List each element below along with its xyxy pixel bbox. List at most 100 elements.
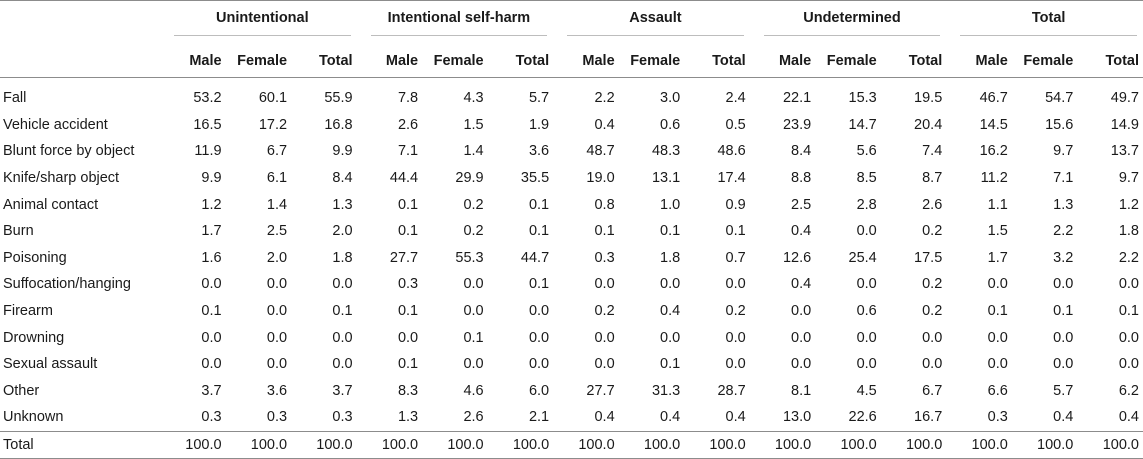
table-cell: 31.3 (651, 382, 681, 399)
header-corner (0, 44, 161, 78)
table-cell: 8.1 (791, 382, 812, 399)
subheader-female: Female (225, 44, 292, 78)
table-cell: 0.0 (1118, 329, 1139, 346)
table-cell: 2.5 (266, 223, 288, 240)
table-cell: 25.4 (848, 249, 877, 266)
table-cell: 29.9 (455, 170, 484, 187)
table-cell: 0.1 (660, 223, 681, 240)
table-cell: 0.0 (660, 276, 681, 293)
table-cell: 0.0 (922, 356, 943, 373)
table-cell: 1.7 (201, 223, 222, 240)
table-cell: 16.7 (914, 409, 943, 426)
row-label: Firearm (3, 303, 53, 320)
table-cell: 0.4 (594, 116, 615, 133)
table-cell: 0.0 (987, 276, 1008, 293)
table-row: Firearm 0.1 0.0 0.1 0.1 0.0 0.0 0.2 0.4 0.2 0.0 0.6… (0, 298, 1143, 325)
table-row: Blunt force by object 11.9 6.7 9.9 7.1 1.4 3.6… (0, 138, 1143, 165)
table-cell: 14.7 (848, 116, 877, 133)
group-header: Undetermined (750, 1, 947, 45)
table-cell: 6.0 (528, 382, 550, 399)
table-row: Drowning 0.0 0.0 0.0 0.0 0.1 0.0 0.0 0.0 0.0 0.0 0.… (0, 324, 1143, 351)
subheader-male: Male (356, 44, 423, 78)
table-cell: 3.6 (528, 143, 550, 160)
table-cell: 7.4 (922, 143, 943, 160)
spacer-row (0, 78, 1143, 86)
table-cell: 100.0 (225, 430, 292, 459)
table-cell: 100.0 (1077, 430, 1143, 459)
table-cell: 27.7 (586, 382, 615, 399)
table-cell: 0.0 (922, 329, 943, 346)
table-cell: 0.9 (725, 196, 746, 213)
table-cell: 1.8 (1118, 223, 1139, 240)
table-cell: 0.4 (660, 409, 681, 426)
table-cell: 7.1 (397, 143, 419, 160)
table-cell: 6.7 (922, 382, 943, 399)
table-cell: 100.0 (684, 430, 750, 459)
table-cell: 2.6 (463, 409, 484, 426)
table-cell: 1.5 (987, 223, 1008, 240)
group-header: Assault (553, 1, 750, 45)
table-cell: 8.3 (397, 382, 419, 399)
table-cell: 17.5 (914, 249, 943, 266)
table-cell: 100.0 (880, 430, 947, 459)
table-cell: 100.0 (356, 430, 423, 459)
table-cell: 0.0 (1053, 329, 1074, 346)
table-cell: 100.0 (160, 430, 226, 459)
table-cell: 0.0 (1118, 356, 1139, 373)
table-cell: 15.3 (848, 90, 877, 107)
table-cell: 8.5 (856, 170, 877, 187)
table-cell: 60.1 (258, 90, 288, 107)
table-cell: 44.7 (520, 249, 550, 266)
table-cell: 11.2 (980, 170, 1008, 187)
table-cell: 2.2 (1118, 249, 1139, 266)
table-row: Unknown 0.3 0.3 0.3 1.3 2.6 2.1 0.4 0.4 0.4 13.0 22… (0, 404, 1143, 431)
table-cell: 16.5 (193, 116, 222, 133)
table-cell: 0.0 (266, 276, 288, 293)
table-cell: 1.3 (332, 196, 353, 213)
table-row: Knife/sharp object 9.9 6.1 8.4 44.4 29.9 35.5 1… (0, 165, 1143, 192)
table-cell: 100.0 (422, 430, 488, 459)
row-label: Unknown (3, 409, 64, 426)
table-cell: 9.9 (332, 143, 353, 160)
table-cell: 11.9 (194, 143, 222, 160)
table-cell: 0.4 (791, 223, 812, 240)
table-cell: 27.7 (389, 249, 419, 266)
row-label: Fall (3, 90, 27, 107)
table-cell: 1.9 (528, 116, 550, 133)
table-cell: 0.0 (987, 329, 1008, 346)
table-cell: 22.1 (782, 90, 812, 107)
table-cell: 0.0 (856, 276, 877, 293)
table-cell: 0.0 (528, 356, 550, 373)
subheader-male: Male (946, 44, 1012, 78)
table-cell: 0.0 (594, 356, 615, 373)
table-cell: 20.4 (914, 116, 943, 133)
table-cell: 0.0 (266, 329, 288, 346)
table-cell: 9.9 (201, 170, 222, 187)
table-cell: 0.0 (725, 356, 746, 373)
table-cell: 2.2 (1053, 223, 1074, 240)
table-cell: 100.0 (1011, 430, 1078, 459)
table-cell: 0.0 (1118, 276, 1139, 293)
table-cell: 1.4 (463, 143, 484, 160)
table-cell: 2.6 (922, 196, 943, 213)
table-row: Vehicle accident 16.5 17.2 16.8 2.6 1.5 1.9 0.4… (0, 112, 1143, 139)
table-cell: 4.5 (856, 382, 877, 399)
table-cell: 1.5 (463, 116, 484, 133)
table-cell: 100.0 (946, 430, 1012, 459)
total-row: Total 100.0 100.0 100.0 100.0 100.0 100.0 100.0… (0, 430, 1143, 459)
table-cell: 0.0 (528, 303, 550, 320)
table-cell: 1.0 (660, 196, 681, 213)
table-cell: 54.7 (1045, 90, 1074, 107)
subheader-female: Female (618, 44, 685, 78)
table-cell: 0.0 (856, 329, 877, 346)
row-label: Blunt force by object (3, 143, 135, 160)
table-cell: 2.0 (332, 223, 353, 240)
table-cell: 0.8 (594, 196, 615, 213)
row-label: Suffocation/hanging (3, 276, 131, 293)
group-header: Intentional self-harm (357, 1, 554, 45)
table-cell: 3.7 (332, 382, 353, 399)
table-cell: 55.3 (455, 249, 484, 266)
table-cell: 0.0 (201, 329, 222, 346)
table-cell: 55.9 (324, 90, 353, 107)
